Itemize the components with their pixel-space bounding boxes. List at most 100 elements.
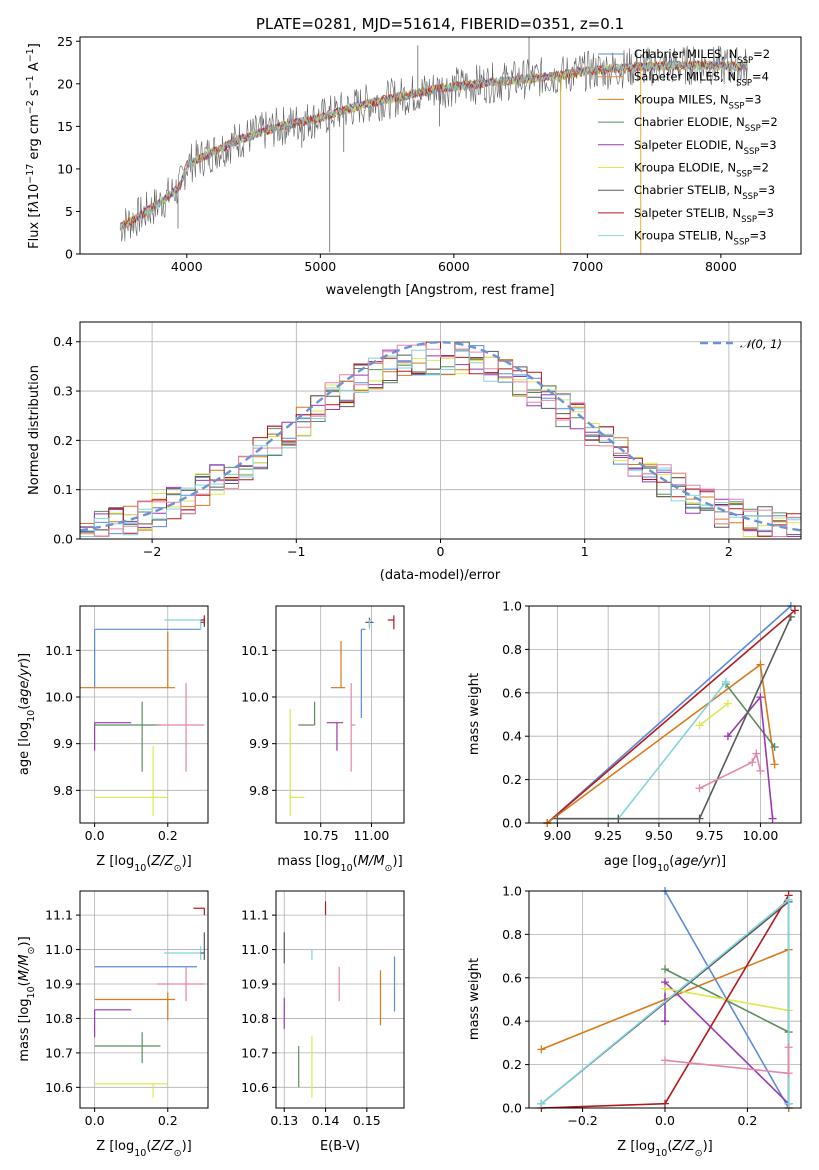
- series-line: [557, 681, 727, 820]
- series-marker: [784, 895, 793, 904]
- series-marker: [661, 984, 669, 993]
- legend-label-sub: SSP: [736, 170, 752, 180]
- y-axis-label-part: age [log: [17, 722, 32, 775]
- data-point: [94, 1032, 161, 1064]
- y-axis-label-part: (: [17, 981, 32, 986]
- spectra: [119, 37, 748, 254]
- legend-label: Kroupa ELODIE, NSSP=2: [634, 161, 769, 180]
- x-tick-label: 6000: [438, 259, 470, 274]
- legend-label: Chabrier STELIB, NSSP=3: [634, 183, 775, 202]
- series-marker: [756, 766, 765, 775]
- series-marker: [661, 1099, 669, 1108]
- legend-label: Chabrier MILES, NSSP=2: [634, 47, 770, 66]
- spectrum-panel: 4000 5000 6000 7000 8000 0 5 10 15 20 25 wavelength…: [25, 34, 802, 298]
- axes-frame: [79, 321, 802, 540]
- y-axis-label-part: ⊙: [26, 947, 37, 955]
- legend-label-part: =3: [757, 206, 774, 220]
- legend-label: Chabrier ELODIE, NSSP=2: [634, 115, 778, 134]
- weight-age-panel: 9.00 9.25 9.50 9.75 10.00 0.0 0.2 0.4 0.6 0.8 1.0 a…: [467, 599, 802, 874]
- y-tick-label: 0.0: [502, 816, 522, 831]
- x-tick-label: 10.00: [743, 828, 779, 843]
- axes-frame: [79, 890, 209, 1109]
- x-axis-label: Z [log10(Z/Z⊙)]: [96, 1139, 191, 1159]
- x-axis-label-part: Z [log: [617, 1139, 655, 1154]
- y-tick-label: 9.8: [249, 783, 269, 798]
- axes-frame: [528, 605, 802, 824]
- y-tick-label: 0.2: [53, 433, 73, 448]
- legend-label-part: Kroupa STELIB, N: [634, 229, 734, 243]
- x-axis-label: E(B-V): [320, 1139, 360, 1154]
- axes-frame: [79, 605, 209, 824]
- error-bars: [283, 901, 396, 1098]
- series-marker: [661, 1017, 669, 1026]
- histogram-chabrier_stelib: [80, 341, 801, 536]
- legend-label-sub: SSP: [736, 79, 752, 89]
- y-tick-label: 0: [65, 247, 73, 262]
- y-tick-label: 10.8: [241, 1011, 269, 1026]
- data-point: [164, 946, 205, 960]
- x-axis-label: wavelength [Angstrom, rest frame]: [326, 283, 555, 298]
- y-tick-label: 0.4: [53, 334, 73, 349]
- y-tick-label: 10.0: [45, 690, 73, 705]
- axes-frame: [528, 890, 802, 1109]
- legend-label-part: =3: [744, 92, 761, 106]
- legend-label-part: =2: [753, 47, 770, 61]
- data-point: [94, 722, 132, 751]
- y-tick-label: 20: [57, 76, 73, 91]
- series-marker: [790, 606, 799, 615]
- axes-frame: [275, 890, 405, 1109]
- series-marker: [748, 758, 757, 767]
- series-marker: [661, 965, 669, 974]
- series-marker: [756, 660, 765, 669]
- x-axis-label-part: Z/Z: [150, 854, 174, 869]
- chart-title: PLATE=0281, MJD=51614, FIBERID=0351, z=0…: [256, 15, 624, 33]
- y-axis-label-part: erg cm: [27, 114, 42, 163]
- legend-label-sub: SSP: [729, 101, 745, 111]
- x-axis-label-part: )]: [393, 854, 403, 869]
- data-point: [94, 1083, 168, 1098]
- legend-label-part: Chabrier STELIB, N: [634, 183, 742, 197]
- x-axis-label-part: age/yr: [674, 854, 717, 869]
- error-bars: [289, 615, 395, 816]
- x-tick-label: 1: [581, 544, 589, 559]
- data-point: [360, 628, 366, 718]
- y-axis-label: Flux [fλ10−17 erg cm−2 s−1 A−1]: [25, 43, 43, 249]
- data-point: [193, 907, 205, 916]
- x-tick-label: 0: [437, 544, 445, 559]
- x-tick-label: 9.00: [543, 828, 571, 843]
- x-tick-label: 0.15: [353, 1113, 381, 1128]
- series-line: [557, 616, 792, 820]
- y-tick-label: 0.2: [502, 772, 522, 787]
- y-axis-label-part: −17: [25, 164, 36, 184]
- series-marker: [784, 1069, 793, 1078]
- x-axis-label-part: )]: [182, 854, 192, 869]
- x-axis-label-part: 10: [657, 863, 669, 874]
- x-tick-label: 2: [725, 544, 733, 559]
- y-tick-label: 0.8: [502, 927, 522, 942]
- age-z-panel: 0.0 0.29.89.910.010.1Z [log10(Z/Z⊙)]age […: [17, 605, 209, 874]
- data-point: [326, 722, 344, 751]
- data-point: [80, 631, 176, 689]
- y-axis-label: mass weight: [467, 673, 482, 755]
- series-line: [699, 751, 762, 790]
- y-axis-label-part: ]: [27, 43, 42, 48]
- legend-label-part: Chabrier MILES, N: [634, 47, 737, 61]
- error-bars: [94, 907, 205, 1098]
- data-point: [94, 701, 161, 772]
- x-tick-label: 5000: [304, 259, 336, 274]
- series-line: [546, 609, 796, 824]
- legend-label-sub: SSP: [745, 124, 761, 134]
- y-tick-label: 1.0: [502, 884, 522, 899]
- y-tick-label: 11.0: [241, 942, 269, 957]
- y-tick-label: 0.4: [502, 1014, 522, 1029]
- x-axis-label-part: ⊙: [174, 1148, 182, 1159]
- series-marker: [661, 1056, 669, 1065]
- series-marker: [770, 743, 779, 752]
- y-tick-label: 25: [57, 34, 73, 49]
- series-marker: [723, 732, 732, 741]
- series-line: [546, 663, 776, 824]
- x-tick-label: 4000: [171, 259, 203, 274]
- mass-ebv-panel: 0.13 0.14 0.15 10.6 10.7 10.8 10.9 11.0 11.1 E(B-…: [241, 890, 405, 1154]
- error-bars: [80, 615, 205, 816]
- histogram-kroupa_stelib: [80, 349, 801, 537]
